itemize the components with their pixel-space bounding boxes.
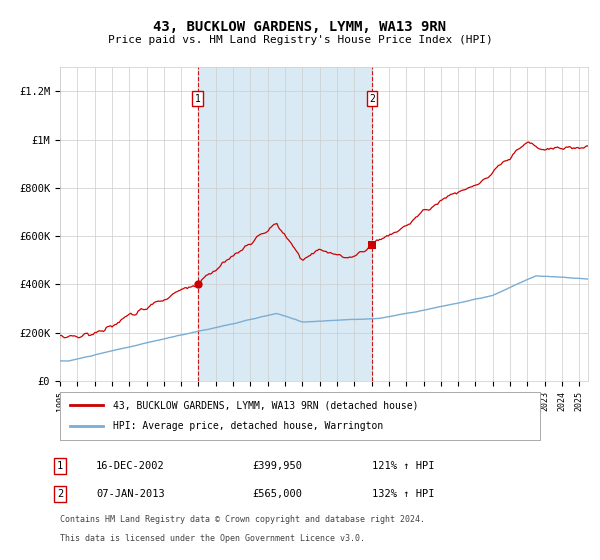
Text: 16-DEC-2002: 16-DEC-2002 <box>96 461 165 471</box>
Text: 07-JAN-2013: 07-JAN-2013 <box>96 489 165 499</box>
Text: This data is licensed under the Open Government Licence v3.0.: This data is licensed under the Open Gov… <box>60 534 365 543</box>
Text: 1: 1 <box>57 461 63 471</box>
Text: 2: 2 <box>57 489 63 499</box>
Text: 43, BUCKLOW GARDENS, LYMM, WA13 9RN (detached house): 43, BUCKLOW GARDENS, LYMM, WA13 9RN (det… <box>113 400 418 410</box>
Text: 121% ↑ HPI: 121% ↑ HPI <box>372 461 434 471</box>
Text: Contains HM Land Registry data © Crown copyright and database right 2024.: Contains HM Land Registry data © Crown c… <box>60 515 425 524</box>
Text: 132% ↑ HPI: 132% ↑ HPI <box>372 489 434 499</box>
Text: £399,950: £399,950 <box>252 461 302 471</box>
Text: HPI: Average price, detached house, Warrington: HPI: Average price, detached house, Warr… <box>113 421 383 431</box>
Bar <box>198 67 372 381</box>
Text: 43, BUCKLOW GARDENS, LYMM, WA13 9RN: 43, BUCKLOW GARDENS, LYMM, WA13 9RN <box>154 20 446 34</box>
Text: Price paid vs. HM Land Registry's House Price Index (HPI): Price paid vs. HM Land Registry's House … <box>107 35 493 45</box>
Text: 1: 1 <box>195 94 201 104</box>
Text: £565,000: £565,000 <box>252 489 302 499</box>
Text: 2: 2 <box>369 94 375 104</box>
